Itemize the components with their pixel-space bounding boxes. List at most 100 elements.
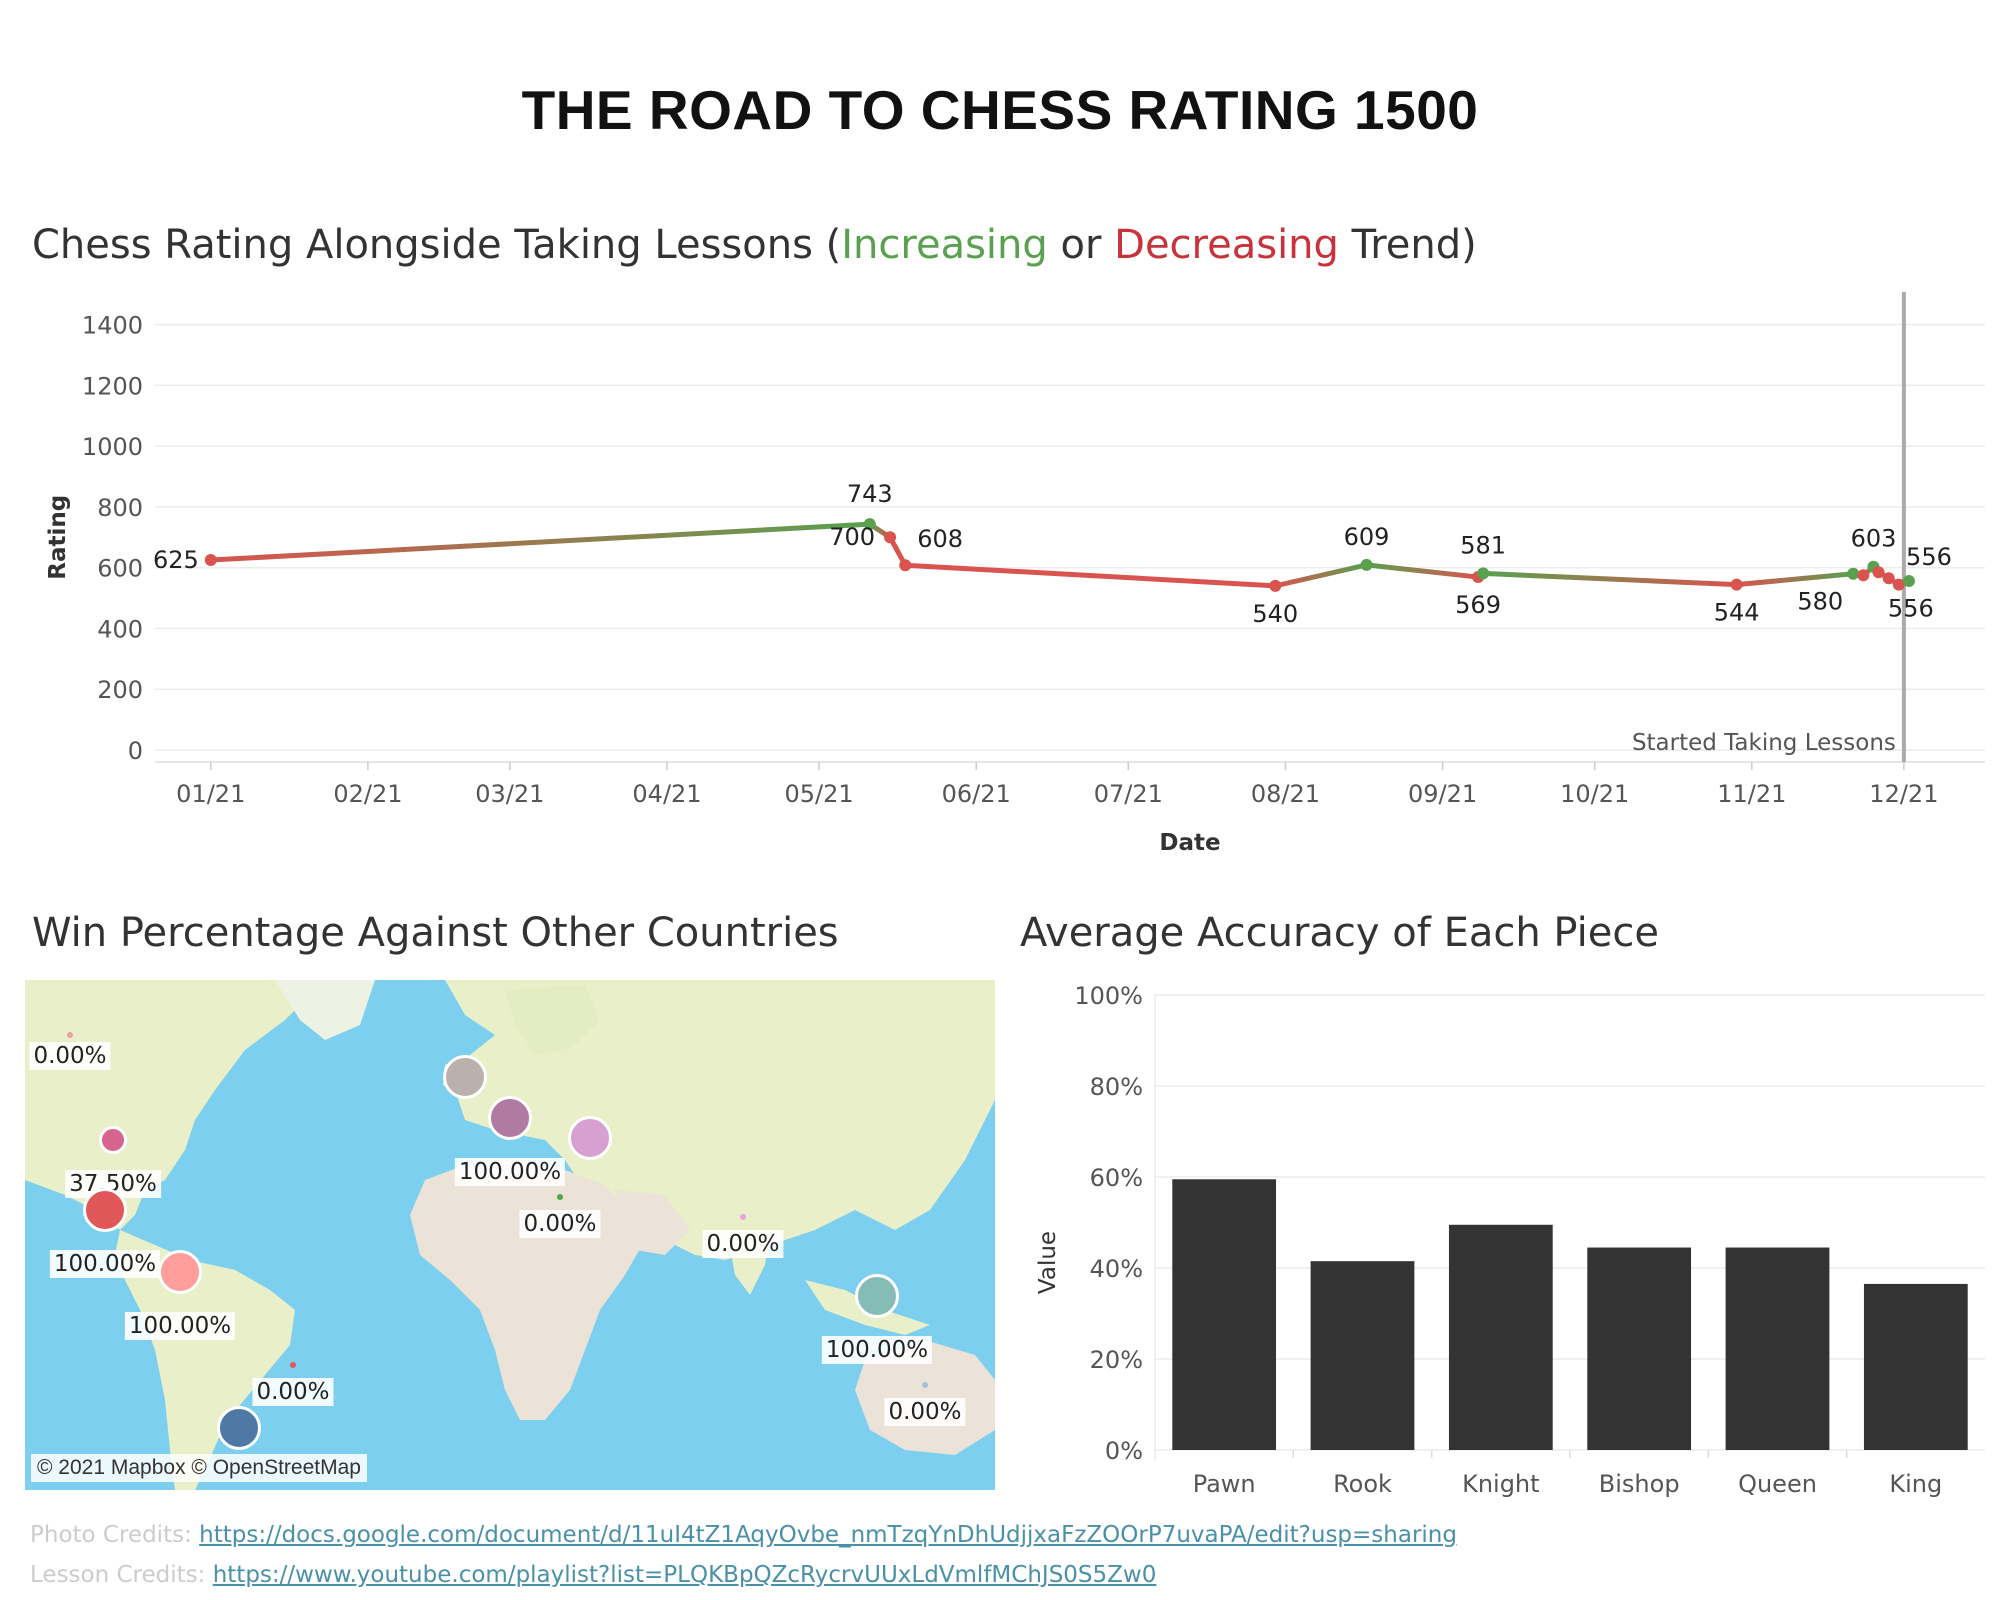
title-or: or [1047,222,1115,268]
land-arabia [615,1190,690,1255]
lesson-credits-label: Lesson Credits: [30,1562,206,1588]
y-tick-label: 1000 [82,433,143,461]
x-tick-label: 03/21 [475,780,544,808]
x-tick-label: 09/21 [1408,780,1477,808]
y-tick-label: 1400 [82,311,143,339]
map-land [25,980,995,1490]
bar-chart-title: Average Accuracy of Each Piece [1020,910,1659,956]
rating-point[interactable] [1892,578,1905,591]
x-tick-label: 10/21 [1560,780,1629,808]
rating-point-label: 580 [1797,588,1843,616]
rating-point[interactable] [1360,558,1373,571]
country-marker[interactable] [83,1188,127,1232]
country-marker[interactable] [855,1274,899,1318]
x-tick-label: 11/21 [1717,780,1786,808]
rating-point-label: 608 [917,525,963,553]
y-tick-label: 0 [128,737,143,765]
country-marker[interactable] [290,1362,296,1368]
win-percentage-label: 0.00% [884,1398,966,1426]
country-marker[interactable] [443,1055,487,1099]
rating-point[interactable] [899,559,912,572]
rating-point[interactable] [1872,566,1885,579]
x-tick-label: 04/21 [632,780,701,808]
x-tick-label: 07/21 [1094,780,1163,808]
win-percentage-label: 0.00% [519,1210,601,1238]
photo-credits-label: Photo Credits: [30,1522,192,1548]
accuracy-bar-chart: 0% 20% 40% 60% 80% 100% Value Pawn Rook Knight Bis… [1035,982,1985,1498]
country-marker[interactable] [158,1250,202,1294]
rating-point[interactable] [1730,578,1743,591]
rating-point-label: 603 [1851,525,1897,553]
y-tick-label: 80% [1090,1073,1143,1101]
map-title: Win Percentage Against Other Countries [32,910,839,956]
rating-point[interactable] [1902,575,1915,588]
x-tick-label: 12/21 [1869,780,1938,808]
country-marker[interactable] [217,1406,261,1450]
rating-point-label: 569 [1455,591,1501,619]
rating-point-label: 556 [1888,595,1934,623]
rating-point[interactable] [1857,569,1870,582]
accuracy-bar[interactable] [1587,1247,1692,1450]
rating-line-segment [1272,562,1370,589]
accuracy-bar[interactable] [1310,1261,1415,1450]
title-part1: Chess Rating Alongside Taking Lessons ( [32,222,842,268]
map-attribution[interactable]: © 2021 Mapbox © OpenStreetMap [31,1454,367,1482]
rating-point[interactable] [204,554,217,567]
accuracy-bar[interactable] [1725,1247,1830,1450]
rating-point[interactable] [1477,567,1490,580]
x-axis-title: Date [1159,830,1220,856]
y-tick-label: 40% [1090,1255,1143,1283]
accuracy-bar[interactable] [1172,1179,1277,1450]
win-percentage-label: 37.50% [65,1170,161,1198]
y-tick-label: 0% [1105,1437,1143,1465]
title-increasing: Increasing [841,222,1048,268]
y-tick-label: 60% [1090,1164,1143,1192]
line-chart-title: Chess Rating Alongside Taking Lessons (I… [32,222,1477,268]
country-marker[interactable] [922,1382,928,1388]
rating-point-label: 700 [829,523,875,551]
rating-point[interactable] [884,531,897,544]
country-marker[interactable] [557,1194,563,1200]
lesson-credits-link[interactable]: https://www.youtube.com/playlist?list=PL… [212,1562,1157,1588]
country-marker[interactable] [740,1214,746,1220]
y-tick-label: 20% [1090,1346,1143,1374]
rating-point-label: 556 [1906,543,1952,571]
y-tick-label: 400 [97,615,143,643]
rating-point[interactable] [1269,579,1282,592]
y-tick-label: 100% [1074,982,1143,1010]
x-tick-label: Rook [1333,1470,1392,1498]
land-australia [855,1340,995,1455]
rating-point-label: 544 [1714,599,1760,627]
country-marker[interactable] [99,1126,127,1154]
photo-credits-link[interactable]: https://docs.google.com/document/d/11uI4… [199,1522,1457,1548]
page-title: THE ROAD TO CHESS RATING 1500 [521,79,1479,141]
country-marker[interactable] [488,1096,532,1140]
x-tick-label: 05/21 [784,780,853,808]
y-tick-label: 200 [97,676,143,704]
x-tick-label: Bishop [1599,1470,1680,1498]
rating-line-segment [1364,562,1481,580]
win-percentage-label: 100.00% [454,1158,566,1186]
rating-point[interactable] [1847,567,1860,580]
y-axis-title: Rating [45,495,71,580]
x-tick-label: Pawn [1193,1470,1256,1498]
world-map[interactable]: 0.00% 37.50% 100.00% 100.00% 0.00% 100.00% 0.0… [25,980,995,1490]
accuracy-bar[interactable] [1863,1283,1968,1450]
rating-point-label: 609 [1344,523,1390,551]
rating-point[interactable] [1882,572,1895,585]
lessons-reference-label: Started Taking Lessons [1632,730,1896,756]
rating-line-segment [208,521,873,563]
land-scandinavia [505,985,600,1055]
rating-line-segment [1480,570,1740,588]
country-marker[interactable] [568,1116,612,1160]
win-percentage-label: 100.00% [49,1250,161,1278]
rating-point-label: 540 [1252,600,1298,628]
rating-point-label: 743 [847,480,893,508]
x-tick-label: 02/21 [333,780,402,808]
country-marker[interactable] [67,1032,73,1038]
rating-point[interactable] [863,518,876,531]
y-axis-title: Value [1035,1231,1061,1294]
accuracy-bar[interactable] [1448,1224,1553,1450]
x-tick-label: 08/21 [1251,780,1320,808]
land-eurasia [445,980,995,1260]
